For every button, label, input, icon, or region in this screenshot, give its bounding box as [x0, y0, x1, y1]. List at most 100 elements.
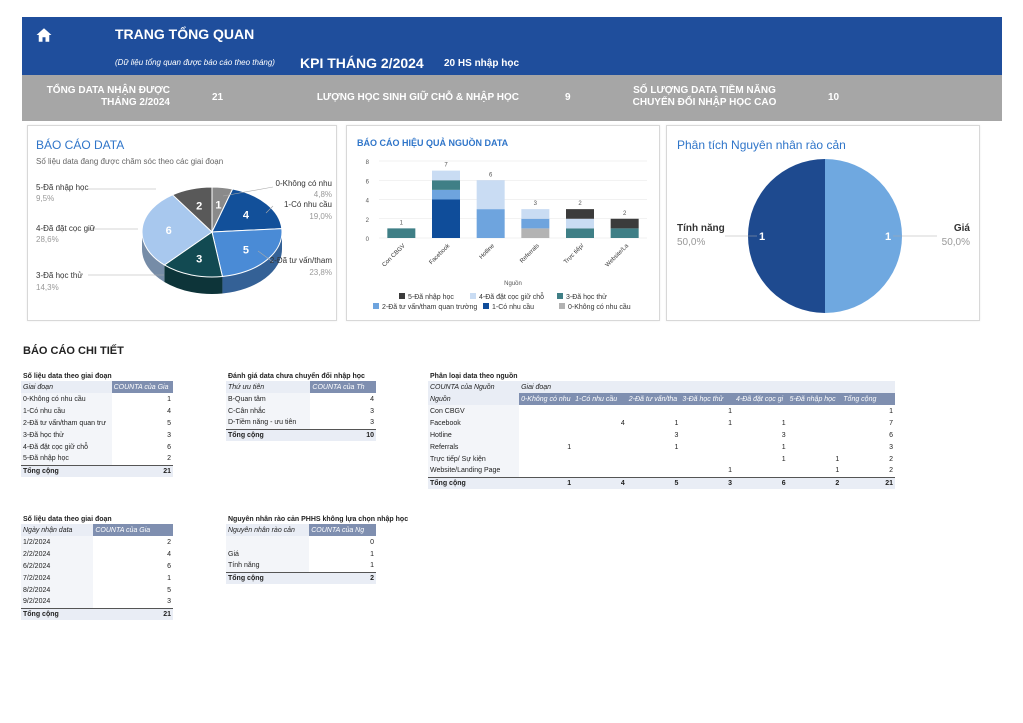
col-header[interactable]: COUNTA của Th: [310, 381, 376, 393]
row-label: 9/2/2024: [21, 596, 94, 608]
table-date-title: Số liệu data theo giai đoạn: [23, 516, 112, 523]
col-header[interactable]: COUNTA của Ng: [309, 524, 376, 536]
table-row: 8/2/2024 5: [21, 584, 173, 596]
col-header[interactable]: 4-Đã đặt cọc gi: [734, 393, 788, 405]
legend-label[interactable]: 3-Đã học thử: [566, 293, 607, 301]
y-tick-label: 4: [366, 199, 370, 205]
legend-label[interactable]: 2-Đã tư vấn/tham quan trường: [382, 302, 477, 311]
row-label: 5-Đã nhập học: [21, 453, 112, 465]
legend-label[interactable]: 5-Đã nhập học: [408, 294, 454, 301]
home-icon[interactable]: [35, 26, 53, 44]
pie-slice[interactable]: [163, 231, 224, 278]
card-source-report-title: BÁO CÁO HIỆU QUẢ NGUỒN DATA: [357, 138, 509, 148]
bar-segment[interactable]: [566, 209, 594, 219]
legend-swatch: [559, 303, 565, 309]
cell-value: [627, 405, 681, 417]
legend-label[interactable]: 0-Không có nhu cầu: [568, 302, 631, 311]
bar-total-label: 2: [623, 211, 627, 217]
total-value: 6: [734, 476, 788, 489]
cell-value: 1: [781, 419, 786, 427]
pie-pct-2: 23,8%: [309, 268, 332, 277]
bar-segment[interactable]: [432, 189, 460, 200]
table-row: 1/2/2024 2: [21, 536, 173, 548]
cell-value: [734, 465, 788, 477]
cell-value: [788, 417, 842, 429]
total-label: Tổng cộng: [21, 607, 94, 620]
x-category-label: Website/La: [605, 243, 631, 269]
row-label: Website/Landing Page: [428, 465, 520, 477]
x-category-label: Referrals: [519, 243, 540, 264]
legend-swatch: [399, 293, 405, 299]
dashboard-header: TRANG TỔNG QUAN (Dữ liệu tổng quan được …: [22, 17, 1002, 75]
pie-slice[interactable]: [211, 188, 283, 233]
legend-label[interactable]: 4-Đã đặt cọc giữ chỗ: [479, 292, 544, 301]
cell-value: [519, 429, 573, 441]
row-label: 7/2/2024: [21, 572, 94, 584]
row-label: [226, 536, 310, 548]
bar-segment[interactable]: [610, 228, 639, 238]
bar-segment[interactable]: [521, 228, 550, 238]
card-data-report-subtitle: Số liệu data đang được chăm sóc theo các…: [36, 157, 224, 166]
bar-segment[interactable]: [521, 209, 550, 219]
bar-segment[interactable]: [476, 209, 505, 238]
bar-segment[interactable]: [566, 228, 594, 238]
pie-slice[interactable]: [141, 194, 213, 266]
total-value: 5: [626, 476, 681, 489]
pie-slice[interactable]: [171, 186, 213, 234]
bar-segment[interactable]: [387, 228, 416, 238]
legend-swatch: [483, 303, 489, 309]
cell-value: [573, 429, 627, 441]
col-header[interactable]: COUNTA của Gia: [111, 381, 173, 393]
total-label: Tổng cộng: [428, 476, 520, 489]
barrier-slice-right[interactable]: [825, 159, 902, 313]
col-header[interactable]: Giai đoạn: [21, 381, 112, 393]
row-value: 2: [167, 455, 171, 463]
table-row: Giá 1: [226, 548, 376, 560]
bar-total-label: 7: [444, 163, 448, 169]
barrier-left-pct: 50,0%: [677, 237, 706, 248]
cell-value: [519, 405, 573, 417]
bar-segment[interactable]: [432, 199, 460, 239]
bar-segment[interactable]: [476, 180, 505, 210]
bar-segment[interactable]: [432, 170, 460, 181]
pie-label-4: 4-Đã đặt cọc giữ: [36, 224, 96, 233]
bar-segment[interactable]: [521, 218, 550, 229]
metric-potential-label-line2: CHUYỂN ĐỔI NHẬP HỌC CAO: [632, 97, 777, 108]
cell-value: 4: [620, 419, 625, 427]
table-row: Referrals 1 1 1 3: [428, 441, 895, 453]
cell-value: 1: [728, 407, 733, 415]
legend-label[interactable]: 1-Có nhu cầu: [492, 302, 534, 311]
table-source-title: Phân loại data theo nguồn: [430, 373, 518, 380]
col-header[interactable]: COUNTA của Gia: [93, 524, 173, 536]
pie-value-label: 5: [243, 244, 249, 256]
card-data-report-title: BÁO CÁO DATA: [36, 138, 125, 152]
col-header[interactable]: Tổng cộng: [841, 393, 895, 405]
row-value: 4: [167, 407, 171, 415]
col-header[interactable]: Nguyên nhân rào cản: [226, 524, 310, 536]
bar-segment[interactable]: [566, 218, 594, 229]
stage-pie-chart: 1 4 5 3 6 2: [88, 186, 283, 294]
pie-label-2: 2-Đã tư vấn/tham: [269, 256, 332, 265]
barrier-slice-left[interactable]: [748, 159, 825, 313]
pie-slice-side: [164, 264, 223, 294]
col-header[interactable]: Thứ ưu tiên: [226, 381, 311, 393]
kpi-value: 20 HS nhập học: [444, 58, 520, 69]
total-value: 1: [519, 476, 574, 489]
cell-value: 1: [728, 419, 733, 427]
row-value: 3: [167, 598, 171, 606]
row-header[interactable]: Nguồn: [428, 393, 520, 405]
table-barrier: Nguyên nhân rào cản COUNTA của Ng 0 Giá 1 Tín…: [226, 524, 376, 584]
col-header[interactable]: 0-Không có nhu: [519, 393, 574, 405]
col-header[interactable]: 3-Đã học thử: [680, 393, 735, 405]
pie-slice[interactable]: [211, 228, 283, 278]
metrics-bar: TỔNG DATA NHẬN ĐƯỢC THÁNG 2/2024 21 LƯỢN…: [22, 75, 1002, 121]
row-label: C-Cân nhắc: [226, 405, 311, 417]
col-header[interactable]: 2-Đã tư vấn/tha: [626, 393, 681, 405]
source-stacked-bar-chart: 0 2 4 6 8 1 Con CBGV 7 Facebook 6 Hotline 3 Referral…: [366, 160, 647, 311]
col-header[interactable]: 5-Đã nhập học: [787, 393, 842, 405]
bar-segment[interactable]: [432, 180, 460, 190]
bar-segment[interactable]: [610, 218, 639, 229]
metric-hold-label: LƯỢNG HỌC SINH GIỮ CHỖ & NHẬP HỌC: [316, 92, 519, 103]
col-header[interactable]: Ngày nhận data: [21, 524, 94, 536]
col-header[interactable]: 1-Có nhu cầu: [573, 393, 627, 405]
